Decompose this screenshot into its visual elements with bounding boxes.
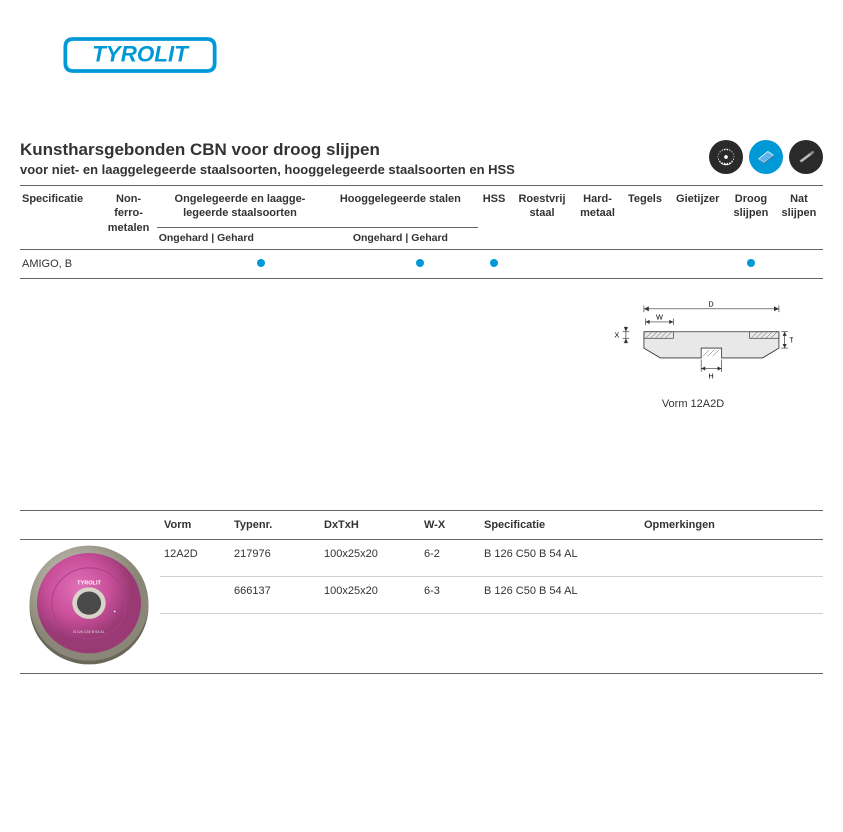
svg-text:B 126 C50 B 54 AL: B 126 C50 B 54 AL xyxy=(73,630,105,634)
col-nonferro: Non- ferro- metalen xyxy=(100,186,156,250)
dot-unalloyed-unh xyxy=(157,250,199,279)
bottom-rule xyxy=(20,673,823,674)
cell-wx: 6-3 xyxy=(420,576,480,613)
sub-highalloy: Ongehard | Gehard xyxy=(323,227,477,250)
th-typenr: Typenr. xyxy=(230,511,320,540)
dot-tiles xyxy=(622,250,669,279)
pipe-2: | xyxy=(402,232,411,244)
cell-wx: 6-2 xyxy=(420,540,480,577)
th-spec: Specificatie xyxy=(480,511,640,540)
col-wet: Nat slijpen xyxy=(775,186,823,250)
cell-dxtxh: 100x25x20 xyxy=(320,540,420,577)
th-wx: W-X xyxy=(420,511,480,540)
sub-hardened-1: Gehard xyxy=(217,232,254,244)
dim-t: T xyxy=(790,336,793,345)
product-image-cell: TYROLIT ★ B 126 C50 B 54 AL xyxy=(20,540,160,674)
cell-opm xyxy=(640,540,823,577)
steel-bar-icon xyxy=(749,140,783,174)
th-dxtxh: DxTxH xyxy=(320,511,420,540)
cell-typenr: 217976 xyxy=(230,540,320,577)
dot-hss xyxy=(478,250,511,279)
dot-nonferro xyxy=(100,250,156,279)
col-hss: HSS xyxy=(478,186,511,250)
dot-wet xyxy=(775,250,823,279)
category-icons xyxy=(709,140,823,174)
th-opm: Opmerkingen xyxy=(640,511,823,540)
cell-dxtxh: 100x25x20 xyxy=(320,576,420,613)
tyrolit-logo: TYROLIT xyxy=(60,25,220,85)
data-row: TYROLIT ★ B 126 C50 B 54 AL 12A2D 217976… xyxy=(20,540,823,577)
data-table-container: Vorm Typenr. DxTxH W-X Specificatie Opme… xyxy=(20,430,823,674)
dot-highalloy-unh xyxy=(323,250,362,279)
spec-name: AMIGO, B xyxy=(20,250,100,279)
th-img xyxy=(20,511,160,540)
title-block: Kunstharsgebonden CBN voor droog slijpen… xyxy=(20,140,515,177)
cell-opm xyxy=(640,576,823,613)
logo-container: TYROLIT xyxy=(20,0,823,110)
drill-icon xyxy=(789,140,823,174)
col-dry: Droog slijpen xyxy=(727,186,775,250)
th-vorm: Vorm xyxy=(160,511,230,540)
header-row: Kunstharsgebonden CBN voor droog slijpen… xyxy=(20,110,823,186)
sub-hardened-2: Gehard xyxy=(411,232,448,244)
data-header-row: Vorm Typenr. DxTxH W-X Specificatie Opme… xyxy=(20,511,823,540)
dim-x: X xyxy=(614,331,619,340)
col-highalloy: Hooggelegeerde stalen xyxy=(323,186,477,227)
svg-text:TYROLIT: TYROLIT xyxy=(77,581,101,587)
spec-header-row: Specificatie Non- ferro- metalen Ongeleg… xyxy=(20,186,823,227)
sub-unalloyed: Ongehard | Gehard xyxy=(157,227,323,250)
dim-h: H xyxy=(708,372,713,381)
cross-section-diagram: D W X xyxy=(593,299,793,389)
diagram-container: D W X xyxy=(20,279,823,430)
col-hardmetal: Hard- metaal xyxy=(574,186,622,250)
spec-table: Specificatie Non- ferro- metalen Ongeleg… xyxy=(20,186,823,279)
dot-highalloy-h xyxy=(362,250,478,279)
dim-w: W xyxy=(656,313,663,322)
sub-unhardened-2: Ongehard xyxy=(353,232,403,244)
grinding-wheel-image: TYROLIT ★ B 126 C50 B 54 AL xyxy=(24,540,154,670)
page-title: Kunstharsgebonden CBN voor droog slijpen xyxy=(20,140,515,160)
dim-d: D xyxy=(708,300,713,309)
col-tiles: Tegels xyxy=(622,186,669,250)
cell-spec: B 126 C50 B 54 AL xyxy=(480,540,640,577)
page-subtitle: voor niet- en laaggelegeerde staalsoorte… xyxy=(20,162,515,177)
saw-icon xyxy=(709,140,743,174)
col-castiron: Gietijzer xyxy=(668,186,727,250)
cell-spec: B 126 C50 B 54 AL xyxy=(480,576,640,613)
col-stainless: Roestvrij staal xyxy=(510,186,573,250)
col-unalloyed: Ongelegeerde en laagge- legeerde staalso… xyxy=(157,186,323,227)
svg-text:TYROLIT: TYROLIT xyxy=(92,41,190,66)
pipe-1: | xyxy=(208,232,217,244)
data-table: Vorm Typenr. DxTxH W-X Specificatie Opme… xyxy=(20,510,823,673)
dot-hardmetal xyxy=(574,250,622,279)
spec-data-row: AMIGO, B xyxy=(20,250,823,279)
col-spec: Specificatie xyxy=(20,186,100,250)
dot-unalloyed-h xyxy=(198,250,323,279)
diagram-label: Vorm 12A2D xyxy=(593,398,793,410)
spacer-cell xyxy=(160,613,823,673)
dot-stainless xyxy=(510,250,573,279)
dot-castiron xyxy=(668,250,727,279)
dot-dry xyxy=(727,250,775,279)
cell-vorm: 12A2D xyxy=(160,540,230,577)
sub-unhardened-1: Ongehard xyxy=(159,232,209,244)
cell-vorm xyxy=(160,576,230,613)
diagram-block: D W X xyxy=(593,299,793,410)
cell-typenr: 666137 xyxy=(230,576,320,613)
